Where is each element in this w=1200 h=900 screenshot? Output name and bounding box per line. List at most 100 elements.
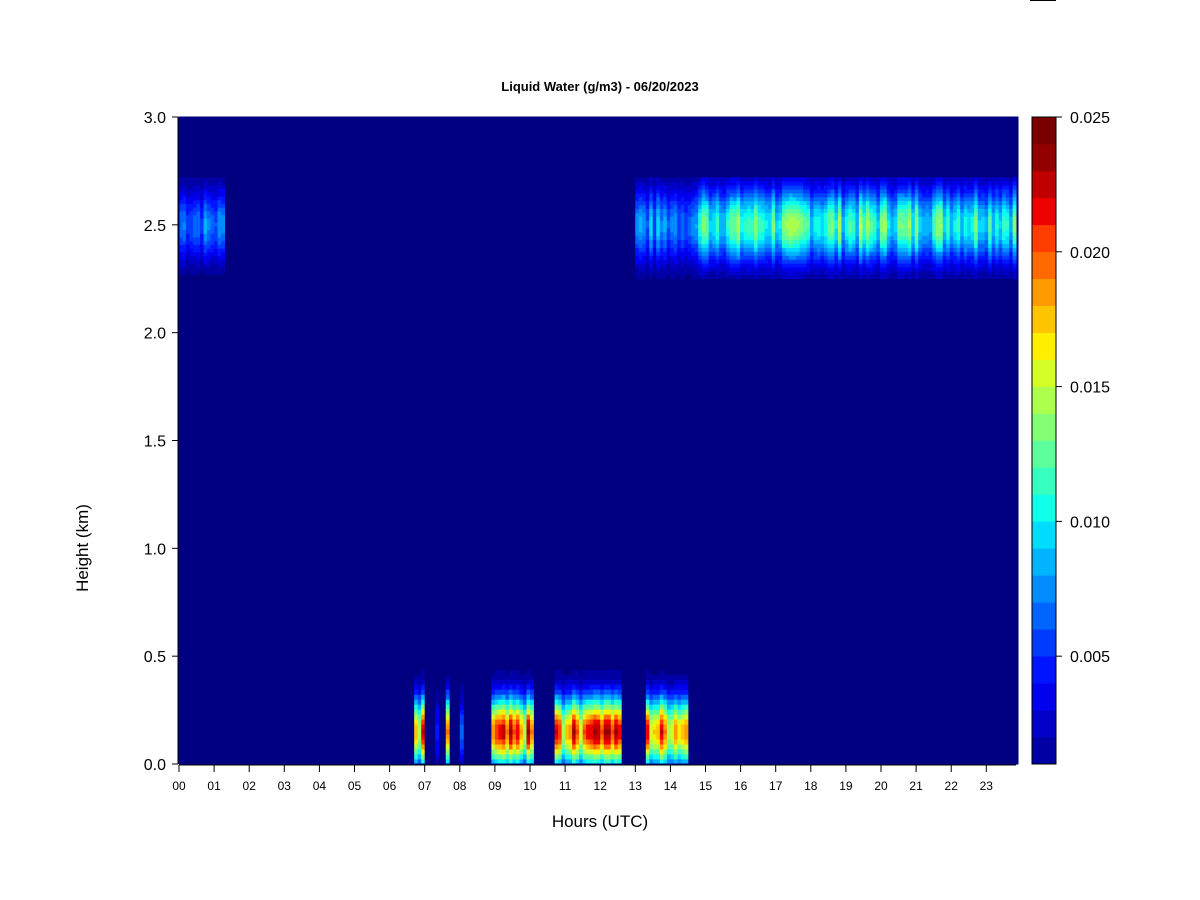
heatmap-cell (733, 204, 738, 209)
heatmap-cell (617, 639, 622, 645)
heatmap-cell (586, 669, 591, 675)
heatmap-cell (977, 267, 982, 272)
heatmap-cell (715, 212, 720, 217)
heatmap-cell (942, 247, 947, 252)
heatmap-cell (911, 224, 916, 229)
heatmap-cell (652, 204, 657, 209)
heatmap-cell (617, 644, 622, 650)
heatmap-cell (809, 189, 814, 194)
heatmap-cell (1002, 204, 1007, 209)
heatmap-cell (705, 251, 710, 256)
heatmap-cell (691, 263, 696, 268)
heatmap-cell (820, 208, 825, 213)
heatmap-cell (659, 220, 664, 225)
heatmap-cell (561, 639, 566, 645)
heatmap-cell (708, 263, 713, 268)
heatmap-cell (498, 704, 503, 710)
heatmap-cell (589, 694, 594, 700)
heatmap-cell (960, 189, 965, 194)
heatmap-cell (645, 704, 650, 710)
heatmap-cell (663, 196, 668, 202)
heatmap-cell (673, 654, 678, 660)
heatmap-cell (893, 263, 898, 268)
heatmap-cell (645, 263, 650, 268)
heatmap-cell (879, 231, 884, 237)
heatmap-cell (981, 243, 986, 248)
heatmap-cell (900, 243, 905, 248)
heatmap-cell (837, 263, 842, 268)
heatmap-cell (1005, 251, 1010, 256)
heatmap-cell (740, 200, 745, 206)
heatmap-cell (684, 704, 689, 710)
heatmap-cell (673, 263, 678, 268)
heatmap-cell (189, 199, 194, 204)
heatmap-cell (642, 208, 647, 213)
heatmap-cell (904, 212, 909, 217)
heatmap-cell (841, 192, 846, 198)
heatmap-cell (414, 719, 419, 725)
heatmap-cell (645, 212, 650, 217)
heatmap-cell (530, 689, 534, 695)
heatmap-cell (995, 228, 1000, 233)
heatmap-cell (834, 274, 839, 280)
heatmap-cell (659, 189, 664, 194)
heatmap-cell (858, 224, 863, 229)
heatmap-cell (189, 222, 194, 227)
heatmap-cell (530, 719, 534, 725)
heatmap-cell (649, 729, 654, 735)
heatmap-cell (796, 251, 800, 256)
heatmap-cell (189, 207, 194, 212)
heatmap-cell (663, 724, 668, 730)
heatmap-cell (459, 704, 464, 710)
heatmap-cell (491, 679, 496, 685)
heatmap-cell (186, 181, 190, 186)
heatmap-cell (914, 228, 919, 233)
heatmap-cell (505, 699, 510, 705)
heatmap-cell (445, 659, 450, 665)
heatmap-cell (754, 247, 758, 252)
heatmap-cell (530, 639, 534, 645)
heatmap-cell (435, 694, 440, 700)
heatmap-cell (659, 744, 664, 750)
heatmap-cell (1002, 181, 1007, 186)
heatmap-cell (761, 263, 765, 268)
heatmap-cell (610, 709, 615, 715)
heatmap-cell (712, 185, 717, 190)
heatmap-cell (872, 270, 877, 276)
heatmap-cell (554, 649, 559, 655)
heatmap-cell (736, 263, 741, 268)
heatmap-cell (1012, 243, 1017, 248)
heatmap-cell (935, 204, 940, 209)
heatmap-cell (558, 669, 562, 675)
heatmap-cell (666, 185, 671, 190)
heatmap-cell (942, 220, 947, 225)
heatmap-cell (498, 659, 503, 665)
heatmap-cell (789, 255, 793, 260)
heatmap-cell (900, 235, 905, 241)
heatmap-cell (939, 239, 944, 245)
heatmap-cell (830, 263, 835, 268)
heatmap-cell (445, 649, 450, 655)
heatmap-cell (554, 749, 559, 755)
heatmap-cell (221, 255, 226, 260)
heatmap-cell (582, 709, 587, 715)
heatmap-cell (561, 724, 566, 730)
heatmap-cell (680, 247, 685, 252)
heatmap-cell (865, 274, 870, 280)
heatmap-cell (519, 699, 524, 705)
heatmap-cell (526, 759, 531, 765)
heatmap-cell (526, 654, 531, 660)
colorbar-segment (1032, 170, 1056, 199)
heatmap-cell (673, 224, 678, 229)
heatmap-cell (712, 204, 717, 209)
heatmap-cell (970, 177, 975, 182)
heatmap-cell (572, 654, 577, 660)
heatmap-cell (977, 216, 982, 221)
heatmap-cell (649, 212, 654, 217)
heatmap-cell (684, 243, 689, 248)
heatmap-cell (970, 189, 975, 194)
heatmap-cell (579, 654, 584, 660)
heatmap-cell (708, 189, 713, 194)
heatmap-cell (603, 704, 608, 710)
heatmap-cell (638, 224, 643, 229)
